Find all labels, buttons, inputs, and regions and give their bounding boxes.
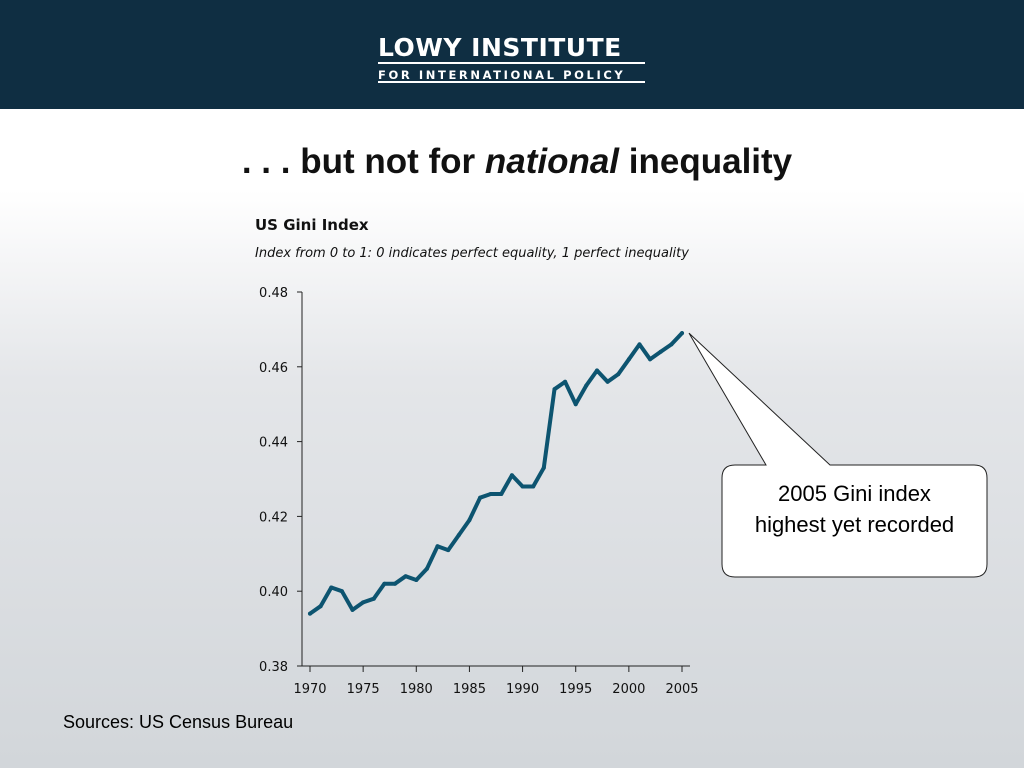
data-point [595, 368, 599, 373]
data-point [350, 607, 355, 612]
data-point [456, 533, 461, 538]
data-point [680, 331, 684, 336]
data-point [573, 402, 578, 407]
slide-title-suffix: inequality [619, 142, 793, 181]
data-point [424, 566, 429, 571]
y-tick-label: 0.48 [259, 286, 288, 301]
data-point [648, 357, 653, 362]
y-tick-label: 0.46 [259, 361, 288, 376]
data-point [499, 492, 504, 496]
callout-shape [688, 332, 988, 578]
y-tick-label: 0.42 [259, 510, 288, 525]
chart-subtitle: Index from 0 to 1: 0 indicates perfect e… [255, 246, 689, 261]
data-point [658, 349, 663, 354]
data-point [393, 581, 397, 586]
data-point [467, 518, 472, 523]
slide-title: . . . but not for national inequality [0, 142, 1024, 182]
x-tick-label: 1995 [559, 682, 592, 697]
data-point [509, 473, 514, 478]
data-point [541, 465, 546, 470]
header-banner: LOWY INSTITUTE FOR INTERNATIONAL POLICY [0, 0, 1024, 109]
data-point [318, 604, 323, 609]
y-tick-label: 0.38 [259, 660, 288, 675]
data-point [626, 357, 631, 362]
series-line [308, 331, 684, 616]
data-point [435, 544, 440, 549]
callout-bubble [688, 332, 988, 578]
y-tick-label: 0.40 [259, 585, 288, 600]
data-point [584, 383, 589, 388]
data-point [605, 379, 610, 384]
logo-subtitle: FOR INTERNATIONAL POLICY [378, 68, 626, 82]
logo-rule-bottom [378, 81, 645, 83]
callout-line-2: highest yet recorded [754, 512, 955, 537]
logo-rule-top [378, 62, 645, 64]
data-point [361, 600, 366, 605]
data-point [488, 492, 493, 496]
data-point [446, 548, 451, 553]
data-point [563, 379, 568, 384]
data-point [669, 342, 674, 347]
chart-series [308, 331, 684, 616]
x-tick-label: 1970 [293, 682, 326, 697]
y-tick-label: 0.44 [259, 436, 288, 451]
callout-text: 2005 Gini index highest yet recorded [722, 478, 987, 540]
chart-title: US Gini Index [255, 216, 369, 234]
data-point [520, 484, 525, 489]
data-point [552, 387, 557, 392]
slide-title-prefix: . . . but not for [241, 142, 485, 181]
data-point [637, 342, 642, 347]
logo-title: LOWY INSTITUTE [378, 33, 622, 62]
slide-title-emphasis: national [484, 142, 620, 181]
data-point [329, 585, 334, 590]
data-point [403, 574, 408, 579]
data-point [308, 611, 312, 616]
x-tick-label: 1985 [453, 682, 486, 697]
data-point [478, 495, 483, 500]
x-tick-label: 2000 [612, 682, 645, 697]
x-tick-label: 1980 [400, 682, 433, 697]
data-point [371, 596, 376, 601]
data-point [414, 578, 419, 582]
x-tick-label: 2005 [665, 682, 698, 697]
x-tick-label: 1975 [347, 682, 380, 697]
chart-axes: 0.48 0.46 0.44 0.42 0.40 0.38 1970 1975 1980 1985… [259, 286, 699, 697]
data-point [339, 589, 344, 594]
sources-note: Sources: US Census Bureau [63, 712, 294, 732]
callout-line-1: 2005 Gini index [778, 481, 931, 506]
data-point [382, 581, 387, 586]
data-point [616, 372, 621, 377]
data-point [531, 484, 536, 489]
x-tick-label: 1990 [506, 682, 539, 697]
